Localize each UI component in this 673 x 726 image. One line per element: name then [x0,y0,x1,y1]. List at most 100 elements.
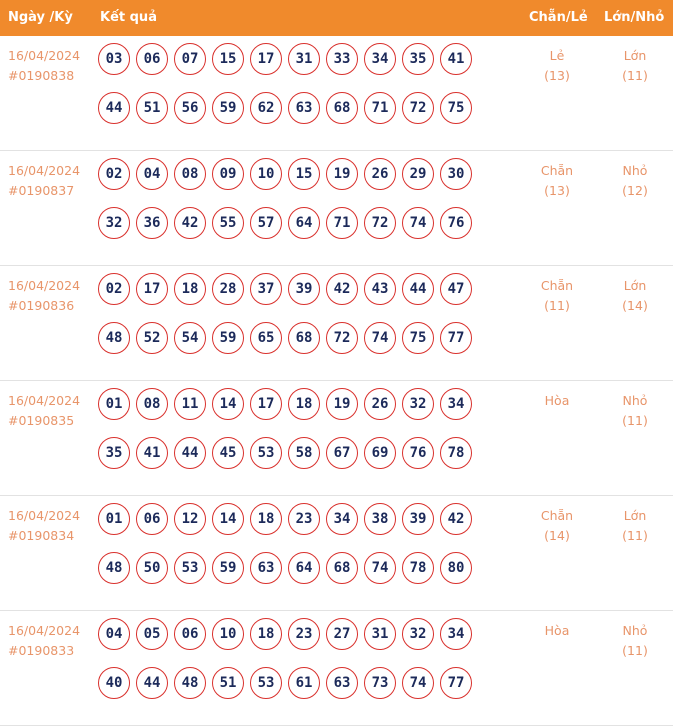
draw-id: #0190835 [8,413,75,428]
big-small-cell: Lớn (11) [600,46,670,86]
result-ball: 34 [440,618,472,650]
result-ball: 42 [326,273,358,305]
result-ball: 31 [288,43,320,75]
result-ball: 57 [250,207,282,239]
result-ball: 14 [212,503,244,535]
result-ball: 74 [402,667,434,699]
big-small-label: Nhỏ [622,623,648,638]
result-ball: 04 [98,618,130,650]
result-ball: 23 [288,503,320,535]
even-odd-label: Chẵn [540,278,574,293]
result-ball: 76 [440,207,472,239]
result-ball: 74 [364,322,396,354]
result-ball: 02 [98,273,130,305]
result-ball: 52 [136,322,168,354]
big-small-label: Lớn [623,278,647,293]
result-ball: 68 [326,92,358,124]
result-ball: 41 [136,437,168,469]
result-ball: 30 [440,158,472,190]
even-odd-cell: Chẵn (14) [522,506,592,546]
result-ball: 34 [326,503,358,535]
big-small-count: (11) [622,68,648,83]
result-ball: 75 [402,322,434,354]
result-ball: 06 [174,618,206,650]
result-ball: 68 [288,322,320,354]
draw-id: #0190834 [8,528,75,543]
draw-date: 16/04/2024 [8,48,81,63]
even-odd-label: Lẻ [549,48,565,63]
ball-list: 01 08 11 14 17 18 19 26 32 34 35 41 44 45 53 58 67 69 76 78 [98,388,478,486]
big-small-count: (14) [622,298,648,313]
result-ball: 17 [250,43,282,75]
result-ball: 59 [212,92,244,124]
draw-date: 16/04/2024 [8,278,81,293]
result-ball: 18 [174,273,206,305]
result-ball: 06 [136,43,168,75]
result-ball: 18 [288,388,320,420]
result-ball: 35 [402,43,434,75]
even-odd-count: (13) [544,68,570,83]
even-odd-count: (13) [544,183,570,198]
result-ball: 63 [326,667,358,699]
result-ball: 15 [288,158,320,190]
result-ball: 61 [288,667,320,699]
result-ball: 14 [212,388,244,420]
big-small-label: Nhỏ [622,393,648,408]
big-small-count: (12) [622,183,648,198]
even-odd-count: (14) [544,528,570,543]
result-ball: 62 [250,92,282,124]
result-ball: 23 [288,618,320,650]
result-ball: 19 [326,158,358,190]
result-ball: 28 [212,273,244,305]
result-ball: 17 [136,273,168,305]
big-small-label: Lớn [623,508,647,523]
draw-info: 16/04/2024 #0190838 [8,46,80,86]
table-row: 16/04/2024 #0190835 01 08 11 14 17 18 19 26 32 34 3… [0,381,673,496]
result-ball: 77 [440,322,472,354]
draw-date: 16/04/2024 [8,393,81,408]
result-ball: 69 [364,437,396,469]
result-ball: 48 [174,667,206,699]
result-ball: 48 [98,552,130,584]
result-ball: 26 [364,388,396,420]
result-ball: 44 [136,667,168,699]
result-ball: 03 [98,43,130,75]
result-ball: 31 [364,618,396,650]
result-ball: 53 [250,667,282,699]
draw-date: 16/04/2024 [8,508,81,523]
draw-date: 16/04/2024 [8,163,81,178]
result-ball: 78 [440,437,472,469]
result-ball: 80 [440,552,472,584]
big-small-count: (11) [622,528,648,543]
result-ball: 34 [440,388,472,420]
result-ball: 71 [326,207,358,239]
result-ball: 74 [402,207,434,239]
result-ball: 11 [174,388,206,420]
result-ball: 72 [326,322,358,354]
header-big-small: Lớn/Nhỏ [604,10,665,25]
result-ball: 63 [288,92,320,124]
result-ball: 18 [250,618,282,650]
result-ball: 63 [250,552,282,584]
even-odd-label: Chẵn [540,163,574,178]
result-ball: 53 [174,552,206,584]
table-row: 16/04/2024 #0190834 01 06 12 14 18 23 34 38 39 42 4… [0,496,673,611]
results-table: 16/04/2024 #0190838 03 06 07 15 17 31 33 34 35 41 4… [0,36,673,726]
result-ball: 42 [174,207,206,239]
result-ball: 67 [326,437,358,469]
result-ball: 55 [212,207,244,239]
result-ball: 51 [136,92,168,124]
header-result: Kết quả [100,10,157,25]
draw-info: 16/04/2024 #0190835 [8,391,80,431]
result-ball: 07 [174,43,206,75]
result-ball: 08 [136,388,168,420]
result-ball: 41 [440,43,472,75]
table-row: 16/04/2024 #0190838 03 06 07 15 17 31 33 34 35 41 4… [0,36,673,151]
result-ball: 40 [98,667,130,699]
header-even-odd: Chẵn/Lẻ [529,10,588,25]
big-small-cell: Nhỏ (11) [600,391,670,431]
table-row: 16/04/2024 #0190833 04 05 06 10 18 23 27 31 32 34 4… [0,611,673,726]
draw-id: #0190833 [8,643,75,658]
big-small-count: (11) [622,413,648,428]
result-ball: 42 [440,503,472,535]
